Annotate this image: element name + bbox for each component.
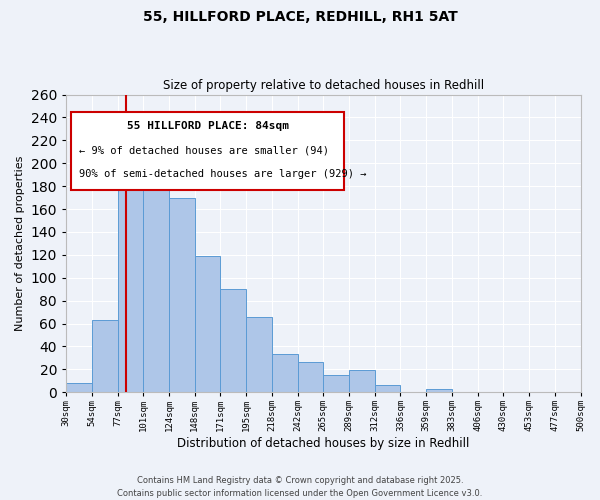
Text: 55, HILLFORD PLACE, REDHILL, RH1 5AT: 55, HILLFORD PLACE, REDHILL, RH1 5AT (143, 10, 457, 24)
Bar (272, 354, 298, 392)
FancyBboxPatch shape (71, 112, 344, 190)
Bar (426, 389, 452, 392)
X-axis label: Distribution of detached houses by size in Redhill: Distribution of detached houses by size … (177, 437, 469, 450)
Bar (220, 289, 246, 392)
Bar (349, 370, 375, 392)
Bar (92, 320, 118, 392)
Bar (323, 375, 349, 392)
Text: Contains HM Land Registry data © Crown copyright and database right 2025.
Contai: Contains HM Land Registry data © Crown c… (118, 476, 482, 498)
Bar (298, 362, 323, 392)
Bar (66, 383, 92, 392)
Text: 55 HILLFORD PLACE: 84sqm: 55 HILLFORD PLACE: 84sqm (127, 122, 289, 132)
Y-axis label: Number of detached properties: Number of detached properties (15, 156, 25, 331)
Bar (246, 316, 272, 392)
Bar (194, 256, 220, 392)
Bar (118, 155, 143, 392)
Bar (375, 386, 400, 392)
Text: 90% of semi-detached houses are larger (929) →: 90% of semi-detached houses are larger (… (79, 169, 367, 179)
Title: Size of property relative to detached houses in Redhill: Size of property relative to detached ho… (163, 79, 484, 92)
Bar (169, 198, 194, 392)
Text: ← 9% of detached houses are smaller (94): ← 9% of detached houses are smaller (94) (79, 145, 329, 155)
Bar (143, 148, 169, 392)
